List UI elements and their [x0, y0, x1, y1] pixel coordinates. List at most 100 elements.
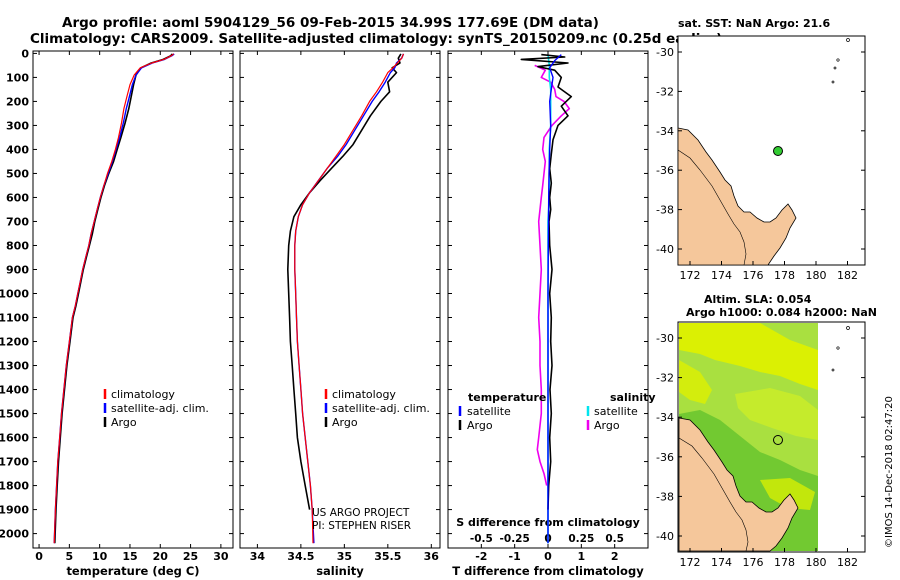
- depth-tick-label: 1400: [0, 384, 29, 397]
- lon-tick-label: 174: [711, 556, 732, 569]
- legend-label: climatology: [111, 388, 175, 401]
- depth-tick-label: 1200: [0, 336, 29, 349]
- lat-tick-label: -32: [656, 372, 674, 385]
- temperature-plot-frame: [32, 50, 234, 549]
- argo-float-position-marker: [773, 146, 783, 156]
- lat-tick-label: -40: [656, 243, 674, 256]
- depth-tick-label: 800: [6, 239, 29, 252]
- s-diff-tick-label: 0.25: [568, 533, 594, 545]
- depth-tick-label: 1900: [0, 504, 29, 517]
- figure-title-line2: Climatology: CARS2009. Satellite-adjuste…: [30, 31, 722, 47]
- salinity-series-climatology: [294, 53, 405, 544]
- differences-series-t-satellite: [547, 54, 562, 544]
- depth-tick-label: 1800: [0, 480, 29, 493]
- lat-tick-label: -36: [656, 164, 674, 177]
- lon-tick-label: 172: [680, 556, 701, 569]
- lat-tick-label: -38: [656, 490, 674, 503]
- lat-tick-label: -40: [656, 530, 674, 543]
- sla-high-region: [679, 360, 712, 404]
- island-marker: [836, 346, 840, 350]
- legend-label: Argo: [467, 419, 493, 432]
- s-diff-tick-label: -0.25: [500, 533, 530, 545]
- depth-tick-label: 1000: [0, 287, 29, 300]
- island-marker: [846, 38, 850, 42]
- island-marker: [831, 368, 835, 372]
- lon-tick-label: 172: [680, 269, 701, 282]
- island-marker: [831, 80, 835, 84]
- sst-map-latitude-ticks: -30 -32 -34 -36 -38 -40: [656, 46, 865, 256]
- lon-tick-label: 180: [806, 556, 827, 569]
- sst-map-title: sat. SST: NaN Argo: 21.6: [678, 17, 830, 30]
- x-axis-label: temperature (deg C): [66, 564, 199, 578]
- depth-tick-label: 200: [6, 95, 29, 108]
- x-tick-label: -1: [509, 550, 521, 563]
- depth-tick-label: 600: [6, 191, 29, 204]
- legend-label: satellite: [594, 405, 638, 418]
- depth-tick-label: 1500: [0, 408, 29, 421]
- sla-map-longitude-ticks: 172 174 176 178 180 182: [680, 548, 858, 569]
- legend-label: climatology: [332, 388, 396, 401]
- sst-map: [677, 35, 866, 266]
- legend-label: Argo: [111, 416, 137, 429]
- sla-map-title-line1: Altim. SLA: 0.054: [704, 293, 812, 306]
- depth-tick-label: 500: [6, 167, 29, 180]
- sla-high-region: [679, 323, 818, 390]
- lon-tick-label: 174: [711, 269, 732, 282]
- depth-tick-label: 1700: [0, 456, 29, 469]
- depth-tick-label: 300: [6, 119, 29, 132]
- lon-tick-label: 182: [837, 556, 858, 569]
- x-tick-label: 15: [122, 550, 137, 563]
- sla-high-region: [760, 478, 815, 510]
- new-zealand-land-shape: [677, 127, 797, 266]
- lat-tick-label: -34: [656, 411, 674, 424]
- legend-label: Argo: [332, 416, 358, 429]
- lat-tick-label: -30: [656, 332, 674, 345]
- sla-high-region: [735, 388, 818, 440]
- x-tick-label: 34.5: [287, 550, 314, 563]
- x-tick-label: 35.5: [374, 550, 401, 563]
- legend-title-salinity: salinity: [610, 391, 656, 404]
- lat-tick-label: -36: [656, 451, 674, 464]
- depth-tick-label: 700: [6, 215, 29, 228]
- project-credit: PI: STEPHEN RISER: [312, 520, 411, 532]
- lon-tick-label: 176: [743, 556, 764, 569]
- bathymetry-contour: [678, 437, 749, 552]
- salinity-panel: 34 34.5 35 35.5 36 salinity climatologysatelli…: [239, 50, 441, 578]
- x-tick-label: 36: [424, 550, 440, 563]
- x-tick-label: 20: [153, 550, 169, 563]
- legend-label: satellite-adj. clim.: [332, 402, 430, 415]
- depth-tick-label: 0: [21, 47, 29, 60]
- depth-tick-label: 1300: [0, 360, 29, 373]
- salinity-series-argo: [286, 53, 402, 510]
- island-marker: [836, 58, 840, 62]
- depth-tick-label: 1100: [0, 312, 29, 325]
- x-tick-label: 35: [337, 550, 352, 563]
- x-tick-label: 0: [35, 550, 43, 563]
- salinity-plot-frame: [239, 50, 441, 549]
- imos-timestamp: ©IMOS 14-Dec-2018 02:47:20: [884, 396, 895, 548]
- difference-panel: -2 -1 0 1 2T difference from climatology -0.5…: [447, 50, 656, 578]
- temperature-panel: 0100200300400500600700800900100011001200…: [0, 47, 234, 578]
- legend-label: Argo: [594, 419, 620, 432]
- sla-map: [677, 321, 866, 553]
- depth-tick-label: 900: [6, 263, 29, 276]
- depth-tick-label: 1600: [0, 432, 29, 445]
- depth-tick-label: 100: [6, 71, 29, 84]
- x-axis-label: salinity: [316, 564, 364, 578]
- x-tick-label: 30: [213, 550, 229, 563]
- differences-series-t-argo: [520, 53, 573, 510]
- legend-label: satellite: [467, 405, 511, 418]
- lon-tick-label: 182: [837, 269, 858, 282]
- temperature-series-climatology: [53, 53, 174, 544]
- s-diff-tick-label: 0.5: [605, 533, 624, 545]
- sla-map-title-line2: Argo h1000: 0.084 h2000: NaN: [686, 306, 877, 319]
- project-credit: US ARGO PROJECT: [312, 507, 410, 519]
- x-tick-label: 0: [544, 550, 552, 563]
- legend-label: satellite-adj. clim.: [111, 402, 209, 415]
- argo-float-position-marker: [773, 435, 783, 445]
- lon-tick-label: 178: [774, 269, 795, 282]
- new-zealand-land-shape: [678, 417, 799, 552]
- x-tick-label: 2: [611, 550, 619, 563]
- s-diff-tick-label: -0.5: [470, 533, 493, 545]
- sla-map-latitude-ticks: -30 -32 -34 -36 -38 -40: [656, 332, 865, 543]
